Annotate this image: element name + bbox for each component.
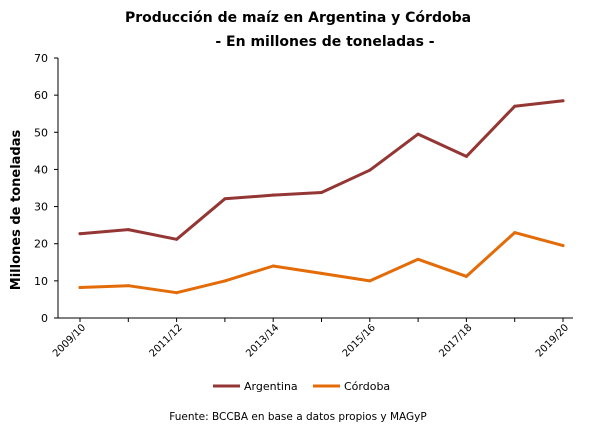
series-lines: [78, 99, 565, 295]
x-tick-label: 2019/20: [534, 322, 571, 359]
data-point-cordoba: [320, 271, 323, 275]
data-point-cordoba: [175, 291, 179, 295]
data-point-cordoba: [223, 279, 227, 283]
series-line-argentina: [78, 99, 565, 241]
data-point-argentina: [368, 168, 372, 172]
y-tick-label: 50: [34, 126, 48, 139]
chart-subtitle: - En millones de toneladas -: [215, 34, 434, 50]
data-point-argentina: [513, 104, 517, 108]
x-tick-label: 2017/18: [437, 322, 474, 359]
data-point-cordoba: [368, 279, 372, 283]
data-point-argentina: [320, 190, 323, 194]
legend-label-cordoba: Córdoba: [344, 380, 390, 393]
y-tick-label: 20: [34, 238, 48, 251]
data-point-argentina: [223, 197, 227, 201]
data-point-argentina: [126, 228, 130, 232]
legend-label-argentina: Argentina: [244, 380, 298, 393]
x-tick-label: 2009/10: [51, 322, 88, 359]
y-axis-ticks: 0 10 20 30 40 50 60 70: [34, 52, 58, 325]
x-tick-label: 2015/16: [341, 322, 378, 359]
y-tick-label: 10: [34, 275, 48, 288]
data-point-cordoba: [126, 284, 130, 288]
data-point-cordoba: [271, 264, 275, 268]
data-point-argentina: [175, 237, 179, 241]
data-point-cordoba: [513, 231, 517, 235]
data-point-cordoba: [78, 286, 82, 290]
data-point-argentina: [78, 232, 82, 236]
x-tick-label: 2013/14: [244, 322, 281, 359]
y-tick-label: 70: [34, 52, 48, 65]
x-axis-ticks: 2009/10 2011/12 2013/14 2015/16 2017/18 2019/…: [51, 318, 571, 359]
data-point-cordoba: [464, 274, 468, 278]
chart-title: Producción de maíz en Argentina y Córdob…: [125, 10, 471, 26]
y-tick-label: 40: [34, 163, 48, 176]
data-point-cordoba: [416, 257, 420, 261]
data-point-argentina: [416, 132, 420, 136]
y-axis-label: Millones de toneladas: [9, 129, 24, 290]
y-tick-label: 0: [41, 312, 48, 325]
legend: Argentina Córdoba: [213, 380, 390, 393]
y-tick-label: 30: [34, 201, 48, 214]
series-line-cordoba: [78, 231, 565, 295]
y-tick-label: 60: [34, 89, 48, 102]
x-tick-label: 2011/12: [148, 322, 185, 359]
data-point-argentina: [271, 193, 275, 197]
source-note: Fuente: BCCBA en base a datos propios y …: [169, 411, 426, 423]
data-point-argentina: [464, 154, 468, 158]
data-point-argentina: [561, 99, 565, 103]
data-point-cordoba: [561, 244, 565, 248]
